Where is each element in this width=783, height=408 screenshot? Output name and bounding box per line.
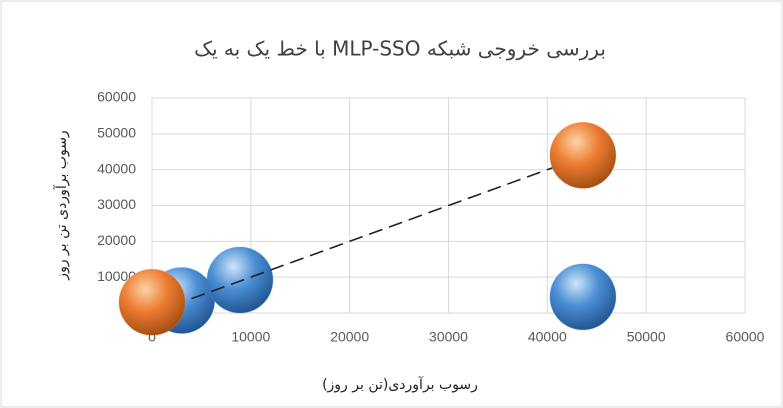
x-tick-label: 60000 <box>726 329 765 345</box>
x-tick-label: 20000 <box>330 329 369 345</box>
x-tick-label: 30000 <box>429 329 468 345</box>
x-tick-label: 40000 <box>528 329 567 345</box>
y-tick-label: 60000 <box>97 89 136 105</box>
x-tick-label: 10000 <box>231 329 270 345</box>
x-tick-label: 50000 <box>627 329 666 345</box>
y-tick-label: 50000 <box>97 125 136 141</box>
one-to-one-line <box>151 154 588 314</box>
chart-title: بررسی خروجی شبکه MLP-SSO با خط یک به یک <box>194 37 606 61</box>
y-tick-label: 20000 <box>97 232 136 248</box>
bubble <box>549 121 617 189</box>
bubble <box>206 246 274 314</box>
y-tick-label: 10000 <box>97 268 136 284</box>
y-tick-label: 30000 <box>97 196 136 212</box>
y-axis-title: رسوب برآوردی تن بر روز <box>53 130 70 280</box>
bubble <box>118 268 186 336</box>
x-axis-title: رسوب برآوردی(تن بر روز) <box>322 376 478 393</box>
y-tick-label: 40000 <box>97 160 136 176</box>
bubble <box>549 263 617 331</box>
x-tick-label: 0 <box>148 329 156 345</box>
